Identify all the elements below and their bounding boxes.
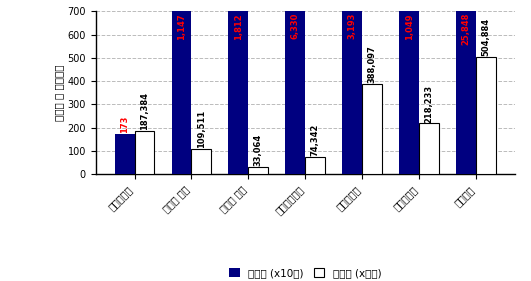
Bar: [249, 167, 268, 174]
Bar: [399, 0, 419, 174]
Text: 3,193: 3,193: [348, 13, 357, 39]
Text: 1,147: 1,147: [177, 13, 186, 40]
Bar: [134, 131, 155, 174]
Text: 109,511: 109,511: [197, 110, 206, 148]
Bar: [115, 134, 134, 174]
Bar: [419, 123, 439, 174]
Text: 218,233: 218,233: [425, 85, 434, 123]
Y-axis label: 사업체 및 종사자수: 사업체 및 종사자수: [55, 64, 65, 121]
Text: 187,384: 187,384: [140, 92, 149, 130]
Bar: [362, 84, 382, 174]
Bar: [285, 0, 305, 174]
Legend: 사업체 (x10개), 종사자 (x천명): 사업체 (x10개), 종사자 (x천명): [225, 264, 386, 281]
Bar: [456, 0, 476, 174]
Bar: [342, 0, 362, 174]
Text: 1,812: 1,812: [234, 13, 243, 40]
Bar: [228, 0, 249, 174]
Text: 1,049: 1,049: [405, 13, 414, 40]
Bar: [305, 157, 326, 174]
Text: 504,884: 504,884: [482, 18, 491, 56]
Text: 33,064: 33,064: [254, 133, 263, 166]
Text: 74,342: 74,342: [311, 124, 320, 156]
Text: 6,330: 6,330: [291, 13, 300, 39]
Bar: [172, 0, 192, 174]
Bar: [192, 149, 211, 174]
Text: 388,097: 388,097: [367, 46, 376, 83]
Bar: [476, 57, 496, 174]
Text: 25,848: 25,848: [461, 13, 470, 46]
Text: 173: 173: [120, 116, 129, 133]
